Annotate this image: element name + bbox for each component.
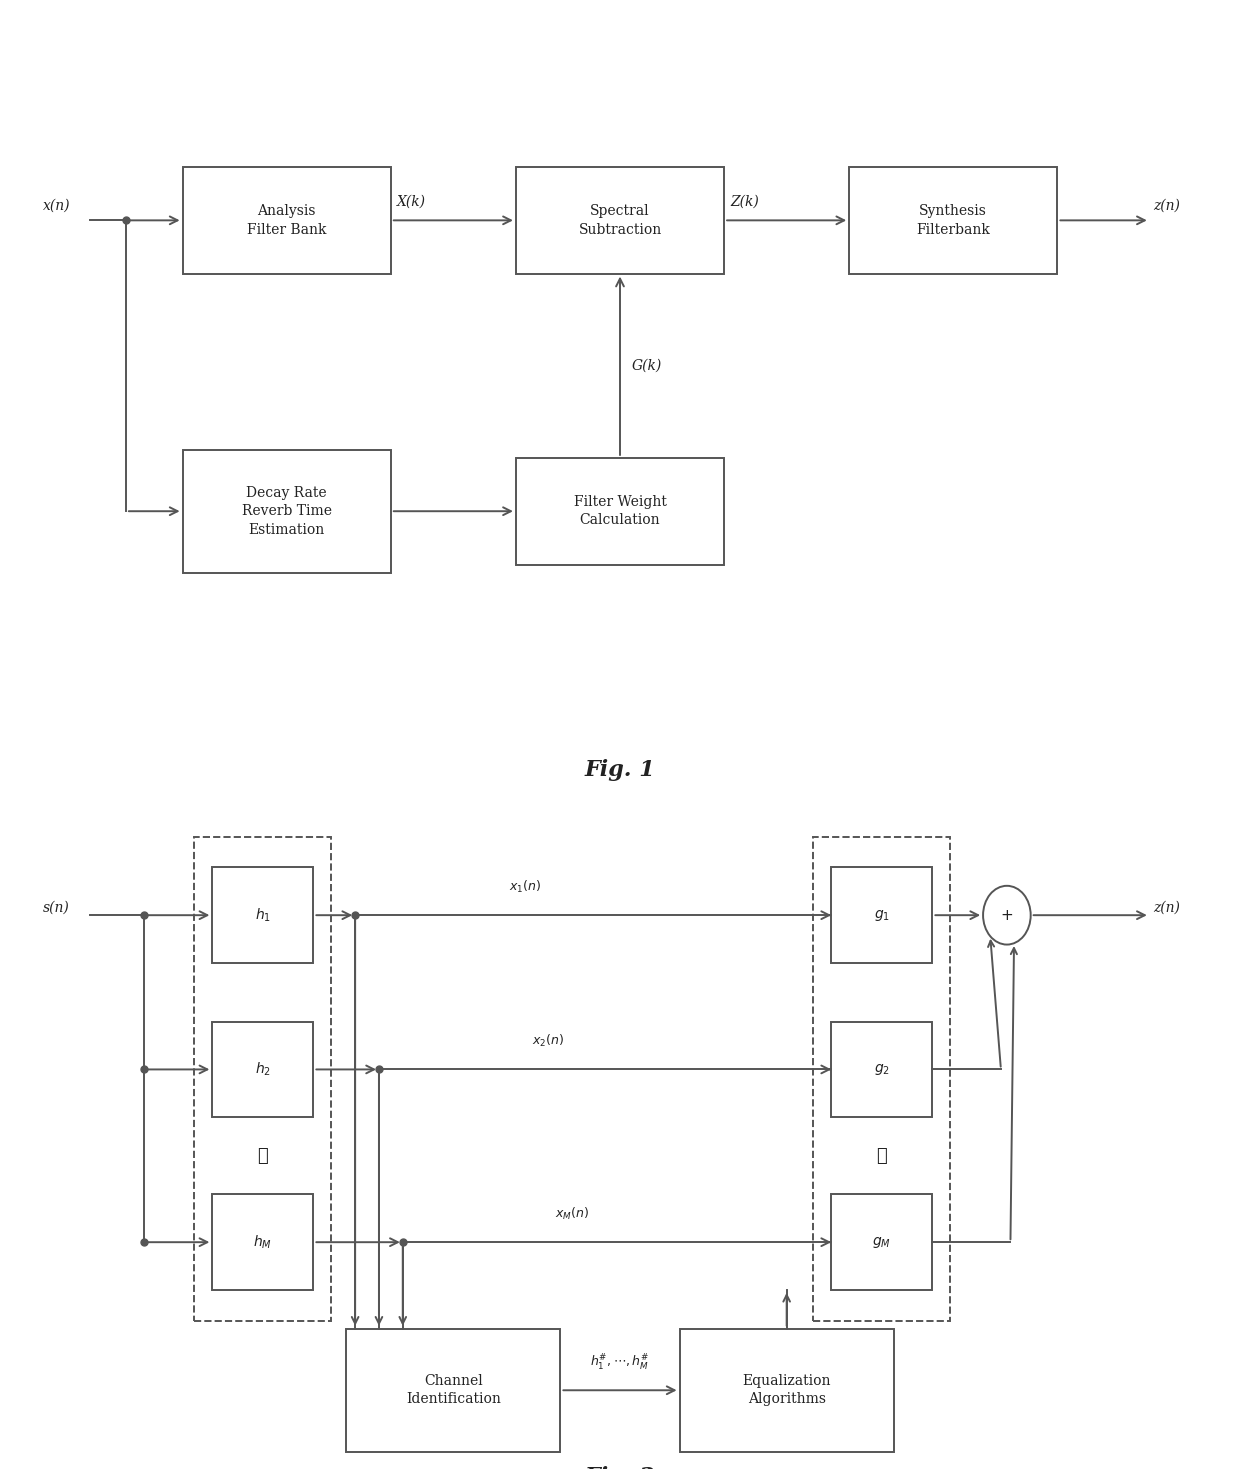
Text: $h_2$: $h_2$ (255, 1061, 270, 1078)
Bar (212, 1021, 314, 1118)
Text: $x_2(n)$: $x_2(n)$ (532, 1033, 564, 1049)
Text: $h^{\#}_{1}, \cdots, h^{\#}_{M}$: $h^{\#}_{1}, \cdots, h^{\#}_{M}$ (590, 1353, 650, 1372)
Bar (680, 1328, 894, 1451)
Text: Decay Rate
Reverb Time
Estimation: Decay Rate Reverb Time Estimation (242, 486, 331, 536)
Text: Fig. 2: Fig. 2 (584, 1466, 656, 1469)
Text: Channel
Identification: Channel Identification (405, 1374, 501, 1406)
Text: Fig. 1: Fig. 1 (584, 759, 656, 780)
Text: $x_1(n)$: $x_1(n)$ (508, 878, 541, 895)
Bar (849, 167, 1058, 273)
Bar (346, 1328, 560, 1451)
Bar (182, 450, 391, 573)
Text: $h_1$: $h_1$ (255, 906, 270, 924)
Text: $x_M(n)$: $x_M(n)$ (556, 1206, 589, 1222)
Text: z(n): z(n) (1153, 900, 1180, 915)
Text: $g_M$: $g_M$ (873, 1234, 892, 1250)
Text: Analysis
Filter Bank: Analysis Filter Bank (247, 204, 326, 237)
Text: $h_M$: $h_M$ (253, 1234, 273, 1252)
Bar (831, 1021, 932, 1118)
Bar (813, 836, 950, 1321)
Text: G(k): G(k) (632, 358, 662, 373)
Text: Spectral
Subtraction: Spectral Subtraction (578, 204, 662, 237)
Text: ⋮: ⋮ (877, 1147, 888, 1165)
Bar (831, 1194, 932, 1290)
Bar (831, 867, 932, 964)
Bar (516, 458, 724, 564)
Bar (212, 1194, 314, 1290)
Text: Synthesis
Filterbank: Synthesis Filterbank (916, 204, 991, 237)
Text: X(k): X(k) (397, 194, 425, 209)
Text: Z(k): Z(k) (730, 194, 759, 209)
Text: Equalization
Algorithms: Equalization Algorithms (743, 1374, 831, 1406)
Text: z(n): z(n) (1153, 198, 1180, 213)
Text: +: + (1001, 908, 1013, 923)
Bar (182, 167, 391, 273)
Bar (212, 867, 314, 964)
Text: x(n): x(n) (42, 198, 71, 213)
Text: s(n): s(n) (42, 900, 69, 915)
Text: ⋮: ⋮ (258, 1147, 268, 1165)
Bar (516, 167, 724, 273)
Text: $g_2$: $g_2$ (874, 1062, 890, 1077)
Bar (195, 836, 331, 1321)
Text: Filter Weight
Calculation: Filter Weight Calculation (574, 495, 666, 527)
Text: $g_1$: $g_1$ (874, 908, 890, 923)
